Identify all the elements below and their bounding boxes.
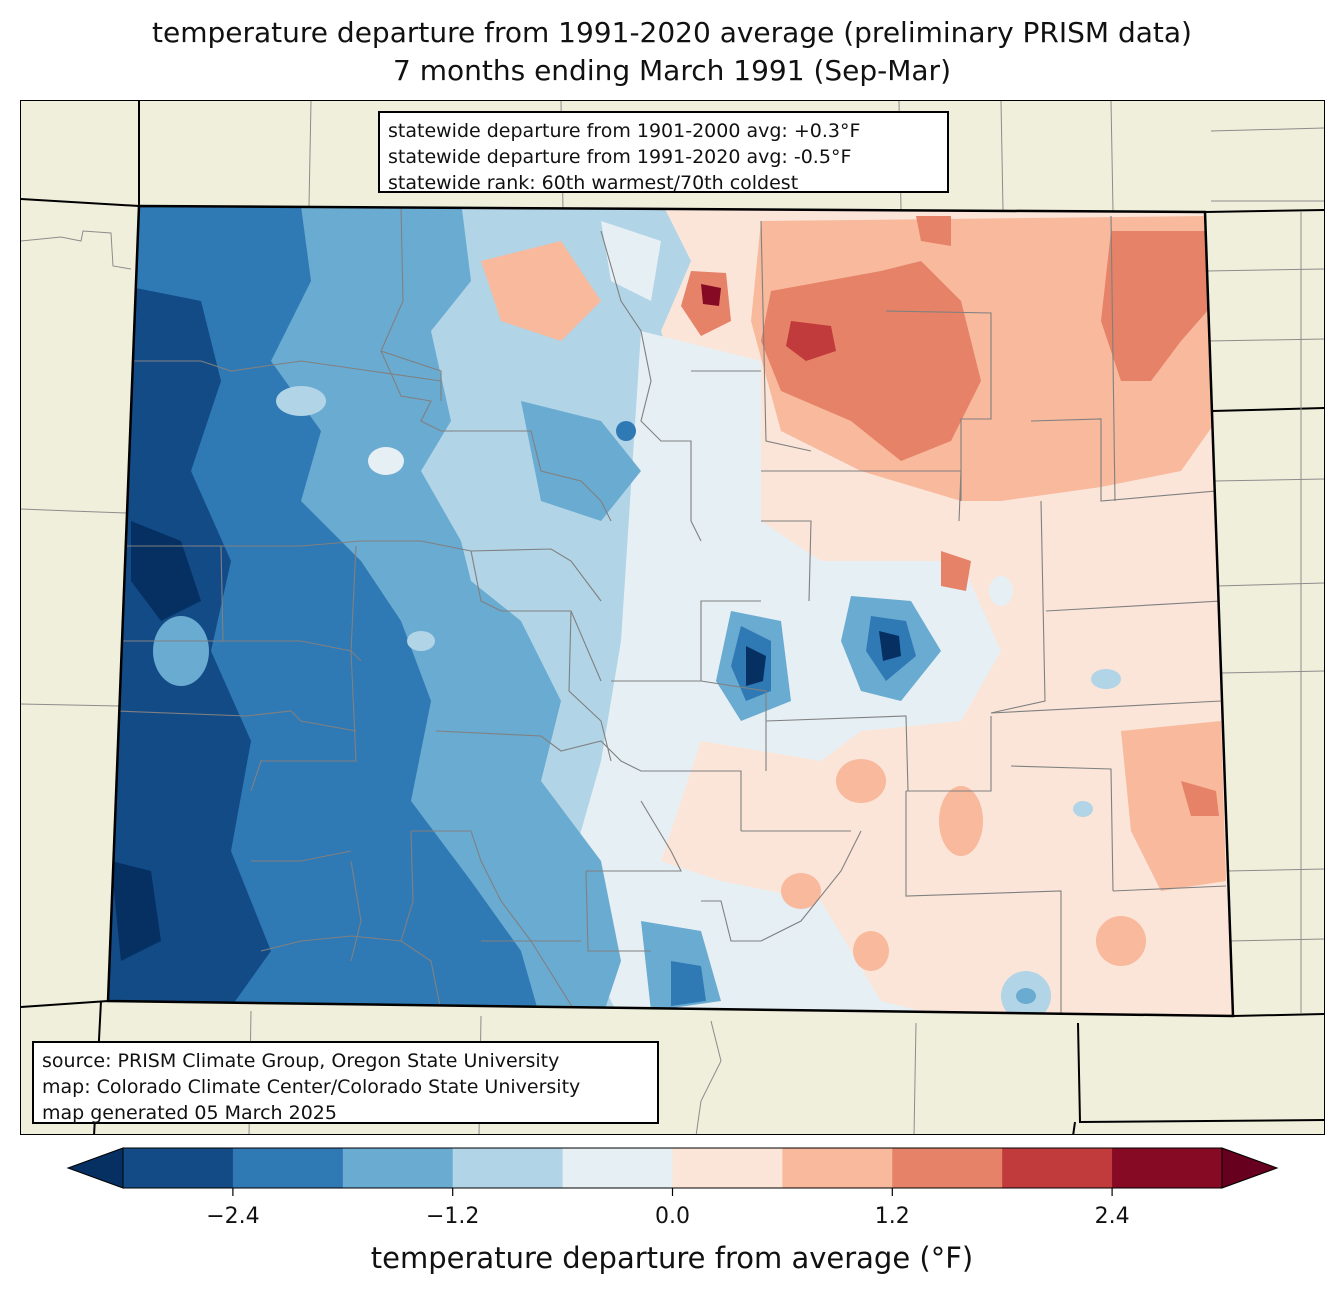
colorbar-tick-label: 1.2 [875, 1204, 910, 1229]
source-line-3: map generated 05 March 2025 [42, 1102, 337, 1124]
colorbar-segment [342, 1148, 454, 1188]
statewide-stats-box: statewide departure from 1901-2000 avg: … [378, 111, 949, 194]
colorbar: −2.4 −1.2 0.0 1.2 2.4 [66, 1147, 1279, 1229]
colorbar-tick-label: −2.4 [206, 1204, 259, 1229]
colorbar-over-extension [1221, 1147, 1279, 1189]
source-credit-box: source: PRISM Climate Group, Oregon Stat… [32, 1041, 659, 1124]
colorbar-label: temperature departure from average (°F) [370, 1241, 974, 1275]
map-title-line-2: 7 months ending March 1991 (Sep-Mar) [393, 54, 951, 87]
colorbar-segment [562, 1148, 673, 1188]
neighbor-state-borders [21, 101, 1324, 1134]
colorbar-tick-label: −1.2 [426, 1204, 479, 1229]
colorado-state-border [106, 204, 1235, 1018]
colorbar-tick-label: 2.4 [1095, 1204, 1130, 1229]
colorbar-segments [66, 1147, 1279, 1189]
stats-line-3: statewide rank: 60th warmest/70th coldes… [388, 172, 799, 194]
source-line-1: source: PRISM Climate Group, Oregon Stat… [42, 1050, 560, 1072]
colorbar-segment [892, 1148, 1003, 1188]
colorbar-ticks: −2.4 −1.2 0.0 1.2 2.4 [206, 1188, 1130, 1229]
source-line-2: map: Colorado Climate Center/Colorado St… [42, 1076, 581, 1098]
colorbar-segment [1112, 1148, 1223, 1188]
colorbar-under-extension [66, 1147, 124, 1189]
colorbar-segment [452, 1148, 564, 1188]
colorbar-segment [782, 1148, 893, 1188]
temperature-departure-field [108, 206, 1233, 1016]
colorbar-segment [1002, 1148, 1113, 1188]
stats-line-2: statewide departure from 1991-2020 avg: … [388, 146, 852, 168]
colorado-map [21, 101, 1324, 1134]
colorbar-segment [232, 1148, 344, 1188]
colorado-county-lines [115, 206, 1227, 1016]
colorbar-segment [123, 1148, 234, 1188]
map-title-line-1: temperature departure from 1991-2020 ave… [152, 16, 1192, 49]
colorbar-segment [672, 1148, 783, 1188]
colorbar-tick-label: 0.0 [655, 1204, 690, 1229]
map-panel [20, 100, 1325, 1135]
stats-line-1: statewide departure from 1901-2000 avg: … [388, 120, 861, 142]
